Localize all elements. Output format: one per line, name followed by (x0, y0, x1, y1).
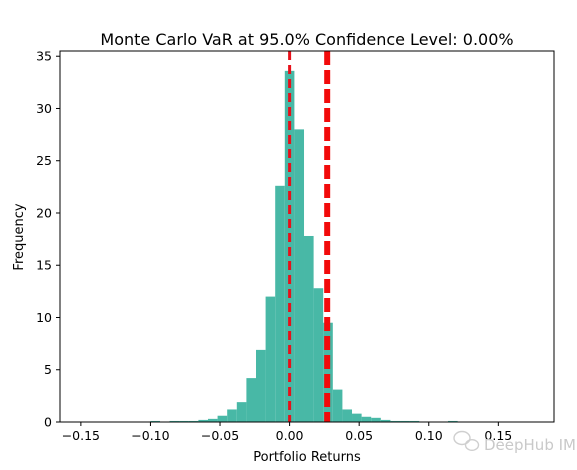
histogram-bar-4 (198, 419, 208, 422)
var-lines-group (288, 51, 331, 422)
y-tick-label: 35 (36, 49, 52, 64)
y-tick-label: 0 (44, 415, 52, 430)
histogram-bar-2 (179, 420, 189, 422)
y-tick-label: 15 (36, 258, 52, 273)
y-tick-label: 25 (36, 153, 52, 168)
histogram-bar-25 (400, 420, 410, 422)
histogram-bar-11 (265, 296, 276, 422)
chart-title: Monte Carlo VaR at 95.0% Confidence Leve… (100, 30, 513, 49)
x-tick-label: 0.05 (345, 428, 373, 443)
x-tick-label: −0.10 (131, 428, 169, 443)
x-tick-label: −0.15 (62, 428, 100, 443)
histogram-bar-17 (323, 322, 333, 422)
histogram-bar-24 (390, 420, 401, 422)
histogram-bar-21 (361, 416, 372, 422)
histogram-bar-5 (207, 418, 218, 422)
x-axis-label: Portfolio Returns (253, 450, 361, 465)
y-axis-ticks: 0 5 10 15 20 25 30 35 (36, 49, 60, 430)
wechat-icon (453, 430, 480, 452)
x-tick-label: 0.15 (484, 428, 512, 443)
histogram-bar-26 (409, 420, 420, 422)
plot-frame (59, 50, 555, 423)
histogram-bar-20 (352, 413, 362, 422)
histogram-bar-8 (236, 402, 247, 422)
histogram-bar-14 (294, 129, 305, 422)
y-tick-label: 20 (36, 205, 52, 220)
watermark-text: DeepHub IMBA (484, 436, 577, 454)
histogram-bar-3 (188, 420, 199, 422)
watermark: DeepHub IMBA (453, 430, 577, 454)
histogram-bar-22 (371, 417, 381, 422)
histogram-bar-16 (313, 288, 324, 422)
x-axis-ticks: −0.15 −0.10 −0.05 0.00 0.05 0.10 0.15 (62, 422, 512, 443)
histogram-bar-23 (380, 419, 391, 422)
x-tick-label: 0.10 (415, 428, 443, 443)
histogram-bar-6 (217, 415, 228, 422)
histogram-bar-7 (227, 409, 237, 422)
histogram-bar-27 (448, 420, 458, 422)
y-tick-label: 30 (36, 101, 52, 116)
x-tick-label: −0.05 (201, 428, 239, 443)
y-tick-label: 10 (36, 310, 52, 325)
histogram-bar-0 (150, 420, 160, 422)
histogram-bar-9 (246, 378, 256, 422)
y-axis-label: Frequency (12, 203, 27, 270)
histogram-bar-19 (342, 409, 353, 422)
bars-group (150, 70, 458, 423)
x-tick-label: 0.00 (276, 428, 304, 443)
histogram-bar-1 (169, 420, 180, 422)
histogram-bar-15 (304, 235, 314, 422)
y-tick-label: 5 (44, 362, 52, 377)
histogram-bar-12 (275, 185, 285, 422)
histogram-bar-10 (256, 349, 266, 422)
histogram-bar-13 (284, 70, 295, 423)
histogram-bar-18 (332, 389, 343, 422)
